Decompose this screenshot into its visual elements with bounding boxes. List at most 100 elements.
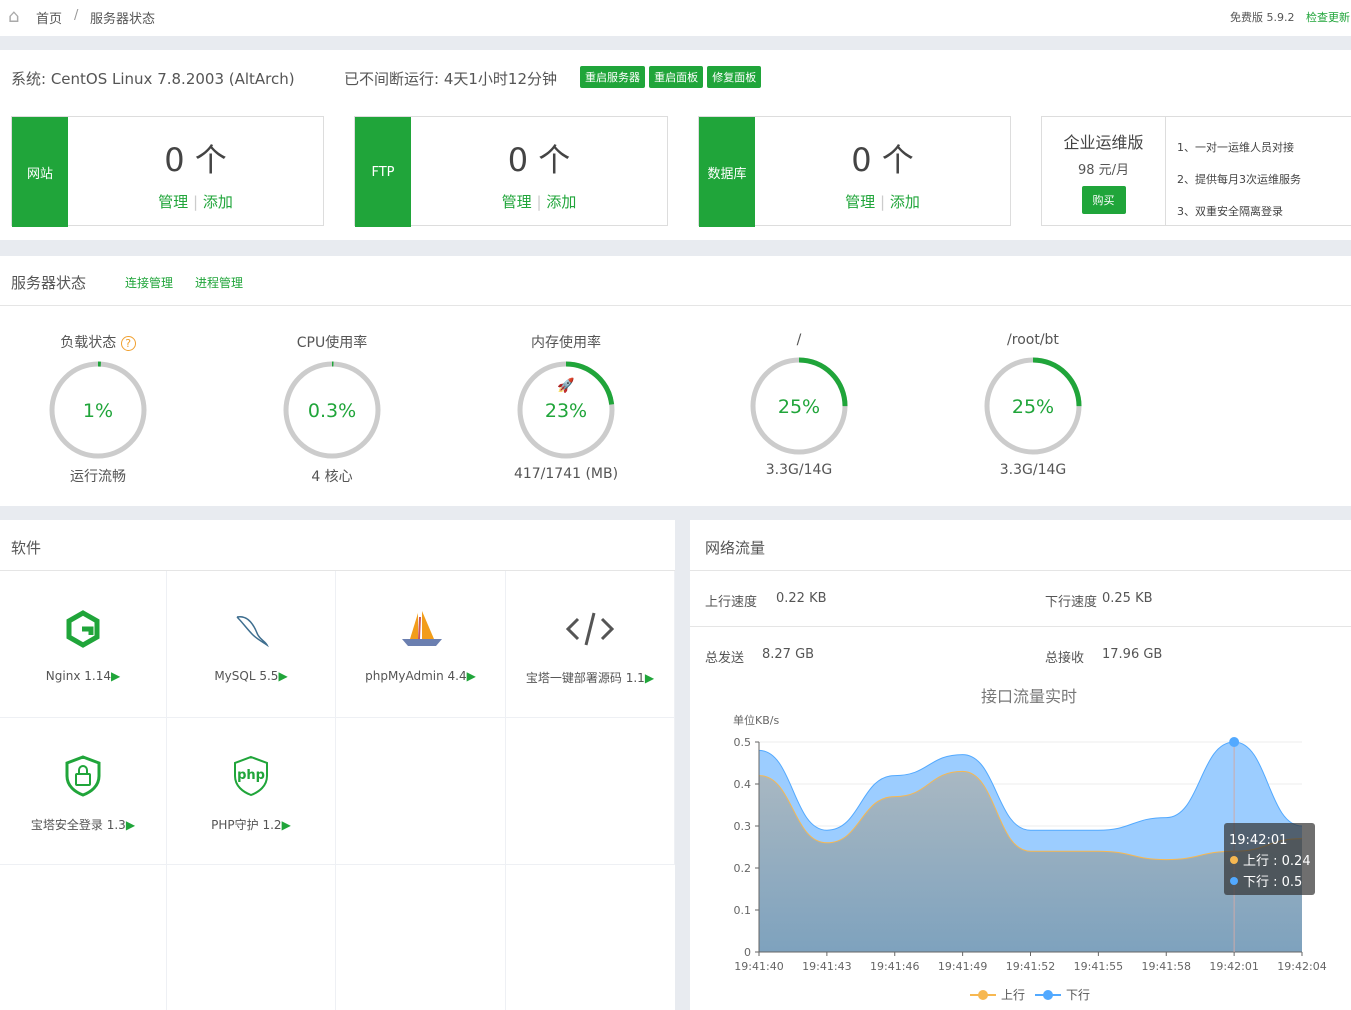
legend-marker	[978, 990, 988, 1000]
rocket-icon: 🚀	[557, 377, 575, 394]
play-arrow-icon[interactable]: ▶	[110, 669, 121, 683]
manage-link[interactable]: 管理	[158, 193, 189, 211]
down-speed-value: 0.25 KB	[1102, 591, 1153, 606]
gauge-value: 25%	[1012, 396, 1054, 418]
software-title: 软件	[11, 539, 42, 557]
software-name: 宝塔一键部署源码 1.1	[525, 671, 645, 685]
gauge-title: 内存使用率	[531, 335, 601, 351]
x-tick-label: 19:41:58	[1142, 960, 1191, 973]
up-speed-value: 0.22 KB	[776, 591, 827, 606]
software-name: PHP守护 1.2	[211, 818, 282, 832]
chart-title: 接口流量实时	[981, 687, 1077, 706]
repair-panel-button[interactable]: 修复面板	[707, 66, 762, 88]
add-link[interactable]: 添加	[546, 193, 577, 211]
up-speed-label: 上行速度	[705, 595, 758, 610]
software-item[interactable]: MySQL 5.5▶	[167, 571, 336, 718]
breadcrumb-sep: /	[74, 8, 79, 23]
tooltip-up: 上行 : 0.24	[1243, 854, 1311, 869]
promo-item: 2、提供每月3次运维服务	[1177, 173, 1301, 186]
y-axis-unit: 单位KB/s	[733, 713, 779, 727]
sep: |	[879, 193, 886, 211]
help-icon[interactable]: ?	[120, 336, 136, 351]
software-item[interactable]: 宝塔一键部署源码 1.1▶	[506, 571, 675, 718]
ftp-card: FTP 0 个 管理 | 添加	[354, 116, 668, 227]
x-tick-label: 19:41:55	[1074, 960, 1123, 973]
x-tick-label: 19:41:52	[1006, 960, 1055, 973]
software-item[interactable]: 宝塔安全登录 1.3▶	[0, 718, 167, 865]
software-panel: 软件 Nginx 1.14▶ MySQL 5.5▶ phpMyAdmin 4.4▶ 宝…	[0, 520, 675, 1010]
system-os: 系统: CentOS Linux 7.8.2003 (AltArch)	[11, 70, 295, 88]
y-tick-label: 0.3	[734, 820, 752, 833]
version-label: 免费版 5.9.2	[1230, 11, 1295, 24]
manage-link[interactable]: 管理	[845, 193, 876, 211]
gauge-title: CPU使用率	[296, 335, 368, 351]
total-recv-value: 17.96 GB	[1102, 647, 1163, 662]
phpmyadmin-sailboat-icon	[336, 599, 505, 659]
gauge-title: 负载状态	[60, 335, 117, 351]
x-tick-label: 19:41:46	[870, 960, 919, 973]
series-line-down	[758, 741, 1303, 831]
card-tag: FTP	[355, 117, 411, 227]
gauge-subtitle: 运行流畅	[70, 469, 126, 485]
tooltip-box	[1224, 823, 1315, 895]
series-line-up	[758, 770, 1303, 861]
check-update-link[interactable]: 检查更新	[1306, 11, 1350, 24]
tooltip-time: 19:42:01	[1229, 833, 1287, 848]
home-icon[interactable]: ⌂	[8, 6, 20, 27]
php-shield-icon: php	[167, 746, 335, 806]
data-point-highlight	[1229, 737, 1240, 747]
play-arrow-icon[interactable]: ▶	[281, 818, 291, 832]
legend-label: 下行	[1066, 988, 1090, 1002]
series-area-up	[759, 771, 1302, 952]
restart-server-button[interactable]: 重启服务器	[580, 66, 645, 88]
gauge: / 25% 3.3G/14G	[699, 332, 899, 478]
gauge: /root/bt 25% 3.3G/14G	[933, 332, 1133, 478]
restart-panel-button[interactable]: 重启面板	[649, 66, 704, 88]
gauge-ring: 25%	[984, 357, 1082, 455]
play-arrow-icon[interactable]: ▶	[644, 671, 655, 685]
gauge: 内存使用率 🚀 23% 417/1741 (MB)	[466, 332, 666, 482]
breadcrumb-home[interactable]: 首页	[36, 12, 63, 27]
gauge-subtitle: 3.3G/14G	[999, 462, 1067, 478]
play-arrow-icon[interactable]: ▶	[278, 669, 288, 683]
add-link[interactable]: 添加	[202, 193, 233, 211]
sep: |	[536, 193, 542, 211]
breadcrumb-current: 服务器状态	[90, 12, 156, 27]
status-title: 服务器状态	[11, 274, 87, 292]
gauge-subtitle: 417/1741 (MB)	[513, 466, 619, 482]
card-count: 0 个	[164, 141, 227, 179]
gauge-value: 25%	[778, 396, 820, 418]
manage-link[interactable]: 管理	[501, 193, 532, 211]
software-item[interactable]: Nginx 1.14▶	[0, 571, 167, 718]
gauge-ring: 0.3%	[283, 361, 381, 459]
promo-price: 98 元/月	[1077, 163, 1130, 178]
y-tick-label: 0	[744, 946, 751, 959]
gauge-ring: 🚀 23%	[517, 361, 615, 459]
process-manage-link[interactable]: 进程管理	[195, 276, 244, 290]
x-tick-label: 19:42:04	[1277, 960, 1326, 973]
y-tick-label: 0.4	[734, 778, 752, 791]
buy-button[interactable]: 购买	[1081, 186, 1126, 214]
software-name: Nginx 1.14	[45, 669, 111, 683]
gauge: 负载状态 ? 1% 运行流畅	[0, 332, 198, 486]
software-item[interactable]: phpMyAdmin 4.4▶	[336, 571, 506, 718]
software-item[interactable]: php PHP守护 1.2▶	[167, 718, 336, 865]
x-tick-label: 19:41:49	[938, 960, 987, 973]
play-arrow-icon[interactable]: ▶	[125, 818, 136, 832]
connection-manage-link[interactable]: 连接管理	[125, 276, 174, 290]
promo-title: 企业运维版	[1063, 133, 1144, 152]
gauge-ring: 25%	[750, 357, 848, 455]
card-tag: 数据库	[699, 117, 755, 227]
software-name: MySQL 5.5	[214, 669, 279, 683]
add-link[interactable]: 添加	[889, 193, 920, 211]
down-speed-label: 下行速度	[1045, 595, 1098, 610]
gauge-value: 0.3%	[308, 400, 356, 422]
x-tick-label: 19:41:43	[802, 960, 851, 973]
y-tick-label: 0.5	[734, 736, 752, 749]
code-icon	[506, 599, 674, 659]
nginx-icon	[0, 599, 166, 659]
gauge-title: /root/bt	[1007, 332, 1059, 348]
play-arrow-icon[interactable]: ▶	[466, 669, 476, 683]
y-tick-label: 0.1	[734, 904, 752, 917]
